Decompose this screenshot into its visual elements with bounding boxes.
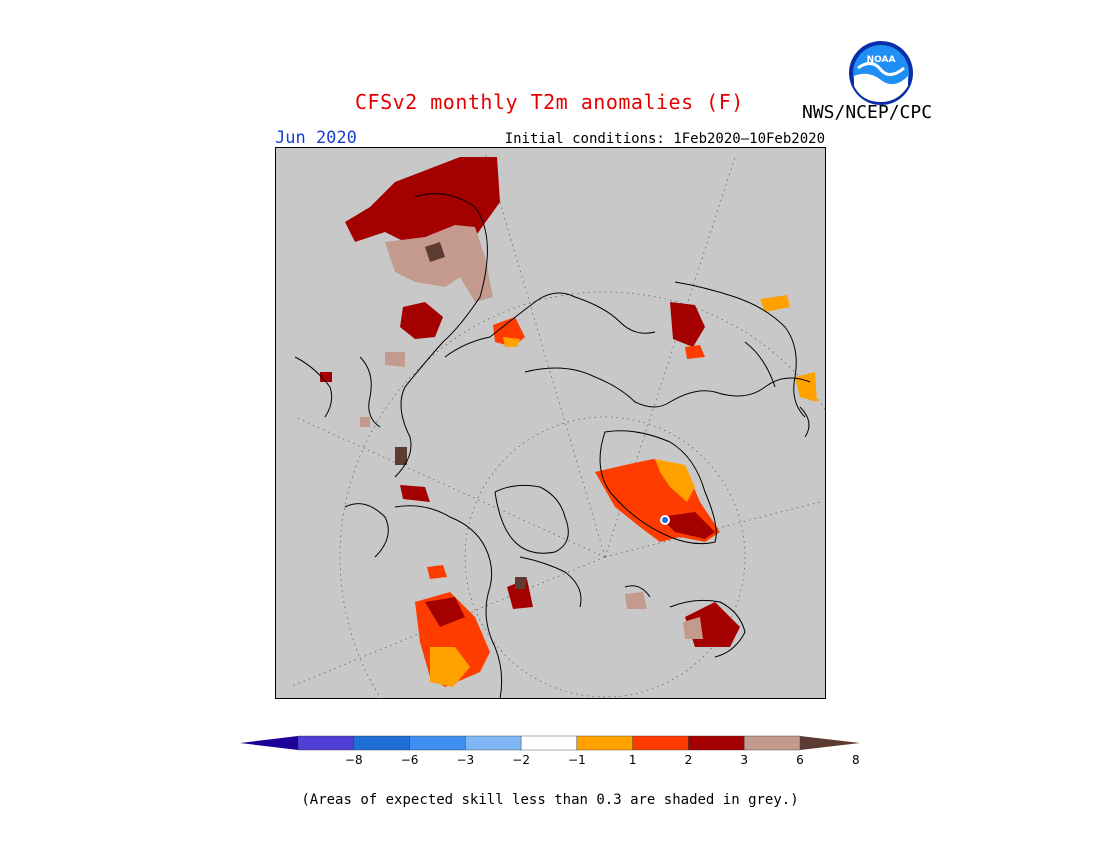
anomaly-patch-east-asia: [670, 302, 705, 347]
chart-title: CFSv2 monthly T2m anomalies (F): [355, 90, 744, 114]
anomaly-patch-alaska-dark: [425, 597, 465, 627]
skill-note: (Areas of expected skill less than 0.3 a…: [301, 792, 799, 808]
colorbar-tick-label: −1: [568, 753, 586, 767]
agency-label: NWS/NCEP/CPC: [802, 102, 933, 123]
anomaly-patch-mideast-pink: [385, 352, 405, 367]
colorbar-tick-label: 2: [684, 753, 693, 767]
anomaly-patch-mideast: [400, 302, 443, 339]
colorbar-tick-label: −3: [456, 753, 475, 767]
colorbar-arrow-right: [800, 736, 860, 750]
colorbar-tick-label: 6: [796, 753, 804, 767]
noaa-logo: NOAA: [849, 41, 913, 105]
colorbar-cell: [297, 735, 354, 751]
latitude-circles: [339, 291, 826, 699]
colorbar-tick-label: −6: [400, 753, 419, 767]
anomaly-patch-sahara-pink: [385, 225, 493, 302]
colorbar-cell: [409, 735, 466, 751]
initial-conditions-label: Initial conditions: 1Feb2020–10Feb2020: [504, 131, 825, 147]
anomaly-patch-greenland-orange: [655, 459, 695, 502]
anomaly-patch-alaska-orange: [430, 647, 470, 687]
colorbar-tick-label: 1: [628, 753, 637, 767]
forecast-month: Jun 2020: [275, 128, 357, 148]
colorbar-tick-label: −2: [512, 753, 530, 767]
anomaly-patch-central-asia-orange: [503, 337, 520, 347]
colorbar-tick-label: 8: [851, 753, 860, 767]
colorbar-cell: [576, 735, 633, 751]
polar-anomaly-map: [275, 147, 826, 699]
anomaly-shading: [320, 157, 817, 687]
colorbar-cell: [520, 735, 578, 751]
anomaly-patch-sahara-brown: [425, 242, 445, 262]
colorbar: [240, 735, 860, 751]
colorbar-tick-label: −8: [344, 753, 363, 767]
colorbar-arrow-left: [240, 736, 298, 750]
svg-text:NOAA: NOAA: [867, 55, 896, 65]
colorbar-cell: [632, 735, 689, 751]
anomaly-patch-scandinavia-pink: [683, 617, 703, 639]
colorbar-tick-label: 3: [740, 753, 749, 767]
colorbar-cell: [688, 735, 745, 751]
colorbar-cell: [744, 735, 801, 751]
coastlines: [294, 193, 811, 699]
anomaly-patch-greenland-dark: [660, 512, 715, 539]
colorbar-cell: [353, 735, 410, 751]
colorbar-cell: [465, 735, 522, 751]
